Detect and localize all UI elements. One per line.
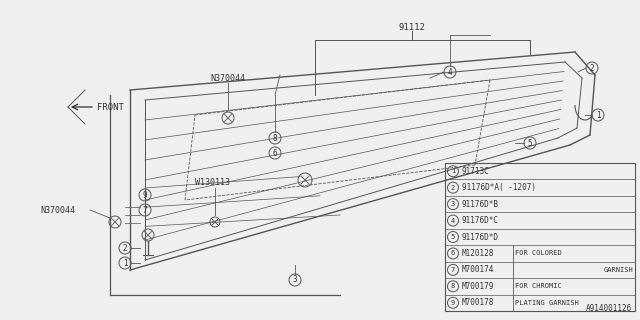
Text: M700178: M700178 bbox=[462, 298, 494, 307]
Text: 7: 7 bbox=[143, 205, 147, 214]
Text: 6: 6 bbox=[273, 148, 277, 157]
Text: FRONT: FRONT bbox=[97, 102, 124, 111]
Text: 1: 1 bbox=[123, 259, 127, 268]
Text: 5: 5 bbox=[528, 139, 532, 148]
Text: N370044: N370044 bbox=[40, 205, 75, 214]
Text: 91176D*D: 91176D*D bbox=[462, 233, 499, 242]
Text: 3: 3 bbox=[292, 276, 298, 284]
Text: M120128: M120128 bbox=[462, 249, 494, 258]
Text: 8: 8 bbox=[451, 283, 455, 289]
Text: W130113: W130113 bbox=[195, 178, 230, 187]
Text: 2: 2 bbox=[589, 63, 595, 73]
Text: 1: 1 bbox=[451, 168, 455, 174]
Text: 2: 2 bbox=[123, 244, 127, 252]
Text: M700174: M700174 bbox=[462, 265, 494, 274]
Text: M700179: M700179 bbox=[462, 282, 494, 291]
Text: 91176D*C: 91176D*C bbox=[462, 216, 499, 225]
Text: 5: 5 bbox=[451, 234, 455, 240]
Text: 9: 9 bbox=[451, 300, 455, 306]
Text: 8: 8 bbox=[273, 133, 277, 142]
Text: 4: 4 bbox=[448, 68, 452, 76]
Text: 7: 7 bbox=[451, 267, 455, 273]
Text: PLATING GARNISH: PLATING GARNISH bbox=[515, 300, 579, 306]
Text: GARNISH: GARNISH bbox=[604, 267, 633, 273]
Text: 2: 2 bbox=[451, 185, 455, 191]
Text: 91176D*B: 91176D*B bbox=[462, 200, 499, 209]
Text: 91176D*A( -1207): 91176D*A( -1207) bbox=[462, 183, 536, 192]
Text: FOR COLORED: FOR COLORED bbox=[515, 251, 562, 256]
Text: 6: 6 bbox=[451, 251, 455, 256]
Bar bbox=[445, 163, 635, 311]
Text: 1: 1 bbox=[596, 110, 600, 119]
Text: A914001126: A914001126 bbox=[586, 304, 632, 313]
Text: 3: 3 bbox=[451, 201, 455, 207]
Text: 91112: 91112 bbox=[399, 22, 426, 31]
Text: N370044: N370044 bbox=[211, 74, 246, 83]
Text: 9: 9 bbox=[143, 190, 147, 199]
Text: FOR CHROMIC: FOR CHROMIC bbox=[515, 283, 562, 289]
Text: 91713C: 91713C bbox=[462, 167, 490, 176]
Text: 4: 4 bbox=[451, 218, 455, 224]
